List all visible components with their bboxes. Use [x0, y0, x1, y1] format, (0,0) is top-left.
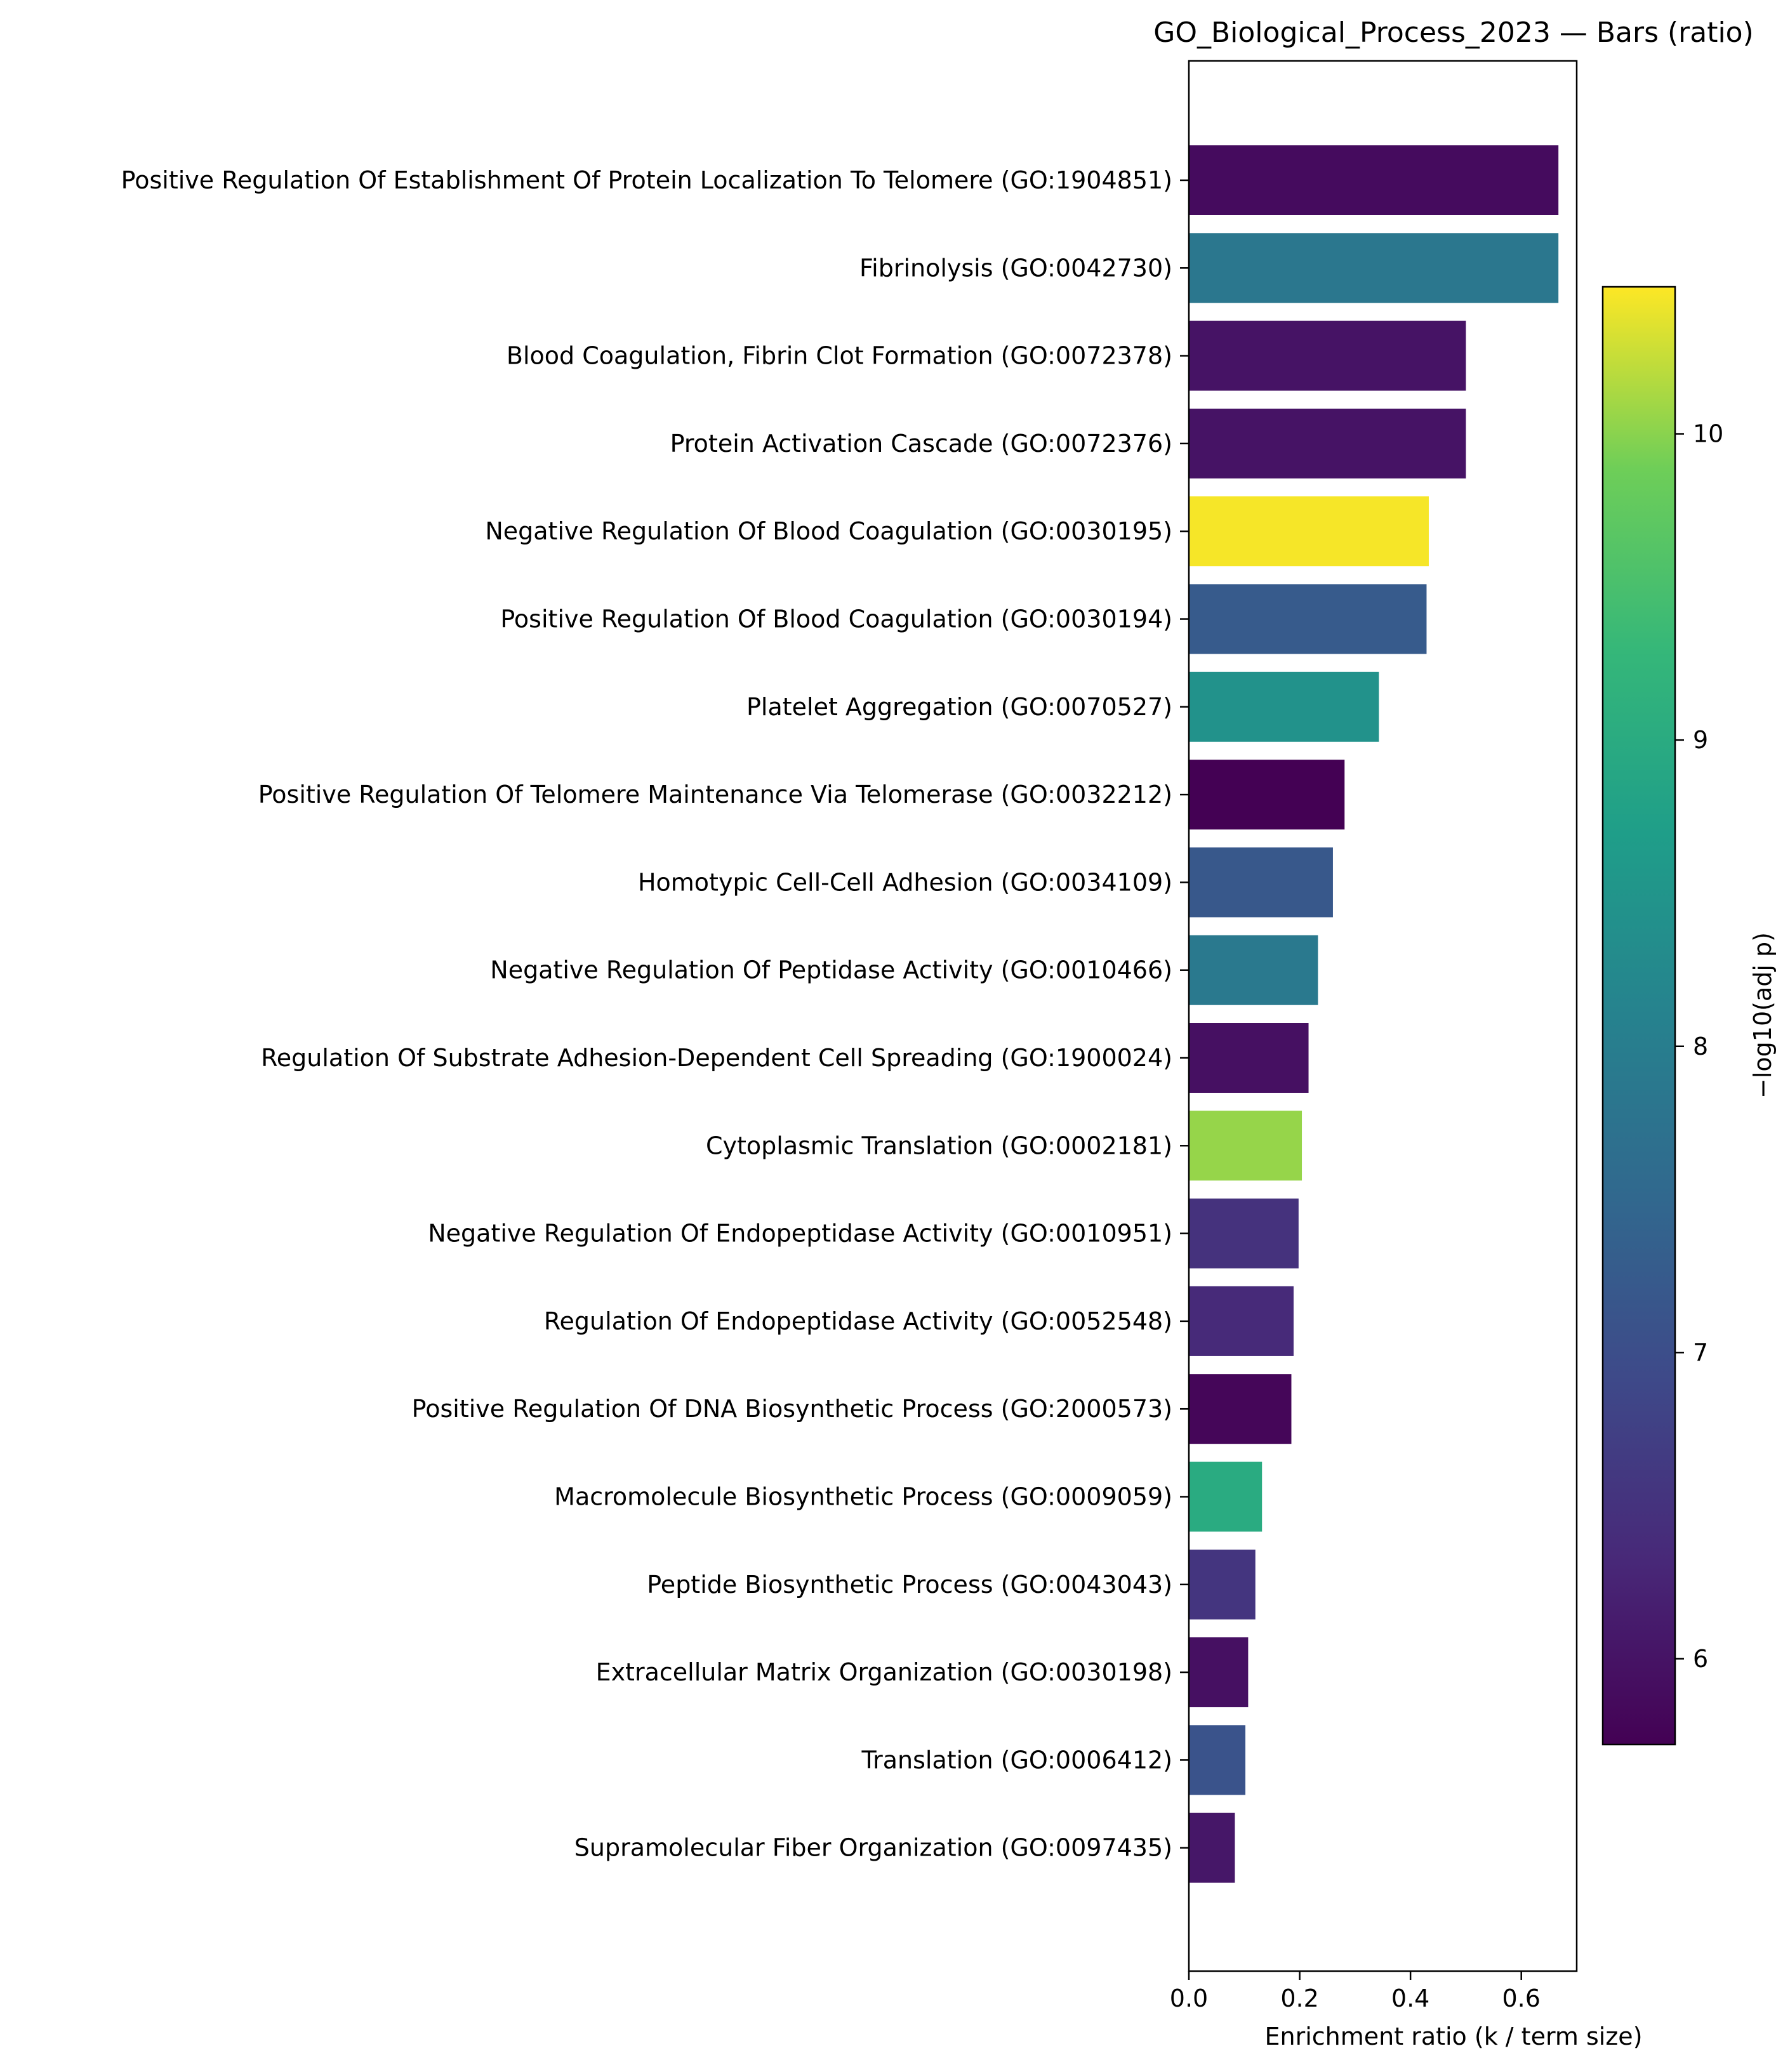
colorbar-tick-label: 8: [1693, 1033, 1708, 1060]
bar: [1189, 1812, 1235, 1883]
y-tick-label: Extracellular Matrix Organization (GO:00…: [596, 1658, 1172, 1686]
bar: [1189, 671, 1379, 742]
bar: [1189, 145, 1559, 215]
y-tick-label: Negative Regulation Of Endopeptidase Act…: [428, 1220, 1172, 1248]
y-tick-label: Positive Regulation Of Blood Coagulation…: [500, 605, 1172, 633]
x-tick-label: 0.4: [1391, 1984, 1429, 2012]
y-tick-label: Protein Activation Cascade (GO:0072376): [670, 430, 1172, 458]
y-tick-label: Positive Regulation Of Telomere Maintena…: [258, 781, 1172, 808]
bar: [1189, 1549, 1256, 1620]
y-tick-label: Platelet Aggregation (GO:0070527): [746, 693, 1172, 721]
bar: [1189, 1198, 1299, 1269]
y-tick-label: Blood Coagulation, Fibrin Clot Formation…: [507, 342, 1172, 370]
bar: [1189, 1725, 1246, 1795]
plot-frame: [1188, 60, 1578, 1972]
x-tick-label: 0.6: [1502, 1984, 1540, 2012]
y-tick-label: Supramolecular Fiber Organization (GO:00…: [574, 1834, 1172, 1862]
bar: [1189, 1462, 1263, 1532]
bar: [1189, 1637, 1249, 1708]
bar: [1189, 847, 1333, 918]
bar: [1189, 233, 1559, 303]
bar: [1189, 760, 1345, 830]
bar: [1189, 408, 1466, 478]
y-tick-label: Positive Regulation Of DNA Biosynthetic …: [412, 1395, 1172, 1423]
colorbar-tick-label: 10: [1693, 420, 1723, 448]
x-axis-label: Enrichment ratio (k / term size): [1264, 2023, 1642, 2050]
colorbar-label: −log10(adj p): [1749, 932, 1777, 1099]
y-tick-label: Regulation Of Endopeptidase Activity (GO…: [544, 1307, 1172, 1335]
bars-layer: [1189, 145, 1559, 1883]
bar: [1189, 1023, 1309, 1093]
y-tick-label: Positive Regulation Of Establishment Of …: [121, 166, 1172, 194]
chart-title: GO_Biological_Process_2023 — Bars (ratio…: [1153, 16, 1754, 49]
y-tick-label: Cytoplasmic Translation (GO:0002181): [706, 1132, 1172, 1159]
colorbar-ticks: 6 7 8 9 10: [1675, 420, 1723, 1673]
bar: [1189, 320, 1466, 391]
bar: [1189, 1286, 1294, 1356]
colorbar: [1601, 286, 1676, 1746]
bar: [1189, 935, 1318, 1005]
y-tick-label: Peptide Biosynthetic Process (GO:0043043…: [647, 1571, 1172, 1599]
x-axis: 0.0 0.2 0.4 0.6: [1170, 1971, 1541, 2012]
bar: [1189, 496, 1429, 567]
bar: [1189, 1111, 1302, 1181]
y-tick-label: Fibrinolysis (GO:0042730): [859, 254, 1172, 282]
y-tick-label: Negative Regulation Of Blood Coagulation…: [485, 517, 1172, 545]
y-tick-label: Homotypic Cell-Cell Adhesion (GO:0034109…: [638, 868, 1172, 896]
x-tick-label: 0.0: [1170, 1984, 1208, 2012]
colorbar-tick-label: 7: [1693, 1338, 1708, 1366]
bar: [1189, 1374, 1292, 1444]
y-tick-label: Regulation Of Substrate Adhesion-Depende…: [261, 1044, 1172, 1072]
x-tick-label: 0.2: [1280, 1984, 1318, 2012]
colorbar-tick-label: 9: [1693, 726, 1708, 754]
y-tick-label: Macromolecule Biosynthetic Process (GO:0…: [554, 1483, 1172, 1511]
y-tick-label: Negative Regulation Of Peptidase Activit…: [490, 956, 1172, 984]
category-labels: Positive Regulation Of Establishment Of …: [121, 166, 1189, 1862]
colorbar-tick-label: 6: [1693, 1645, 1708, 1673]
y-tick-label: Translation (GO:0006412): [861, 1746, 1172, 1774]
bar: [1189, 584, 1427, 654]
